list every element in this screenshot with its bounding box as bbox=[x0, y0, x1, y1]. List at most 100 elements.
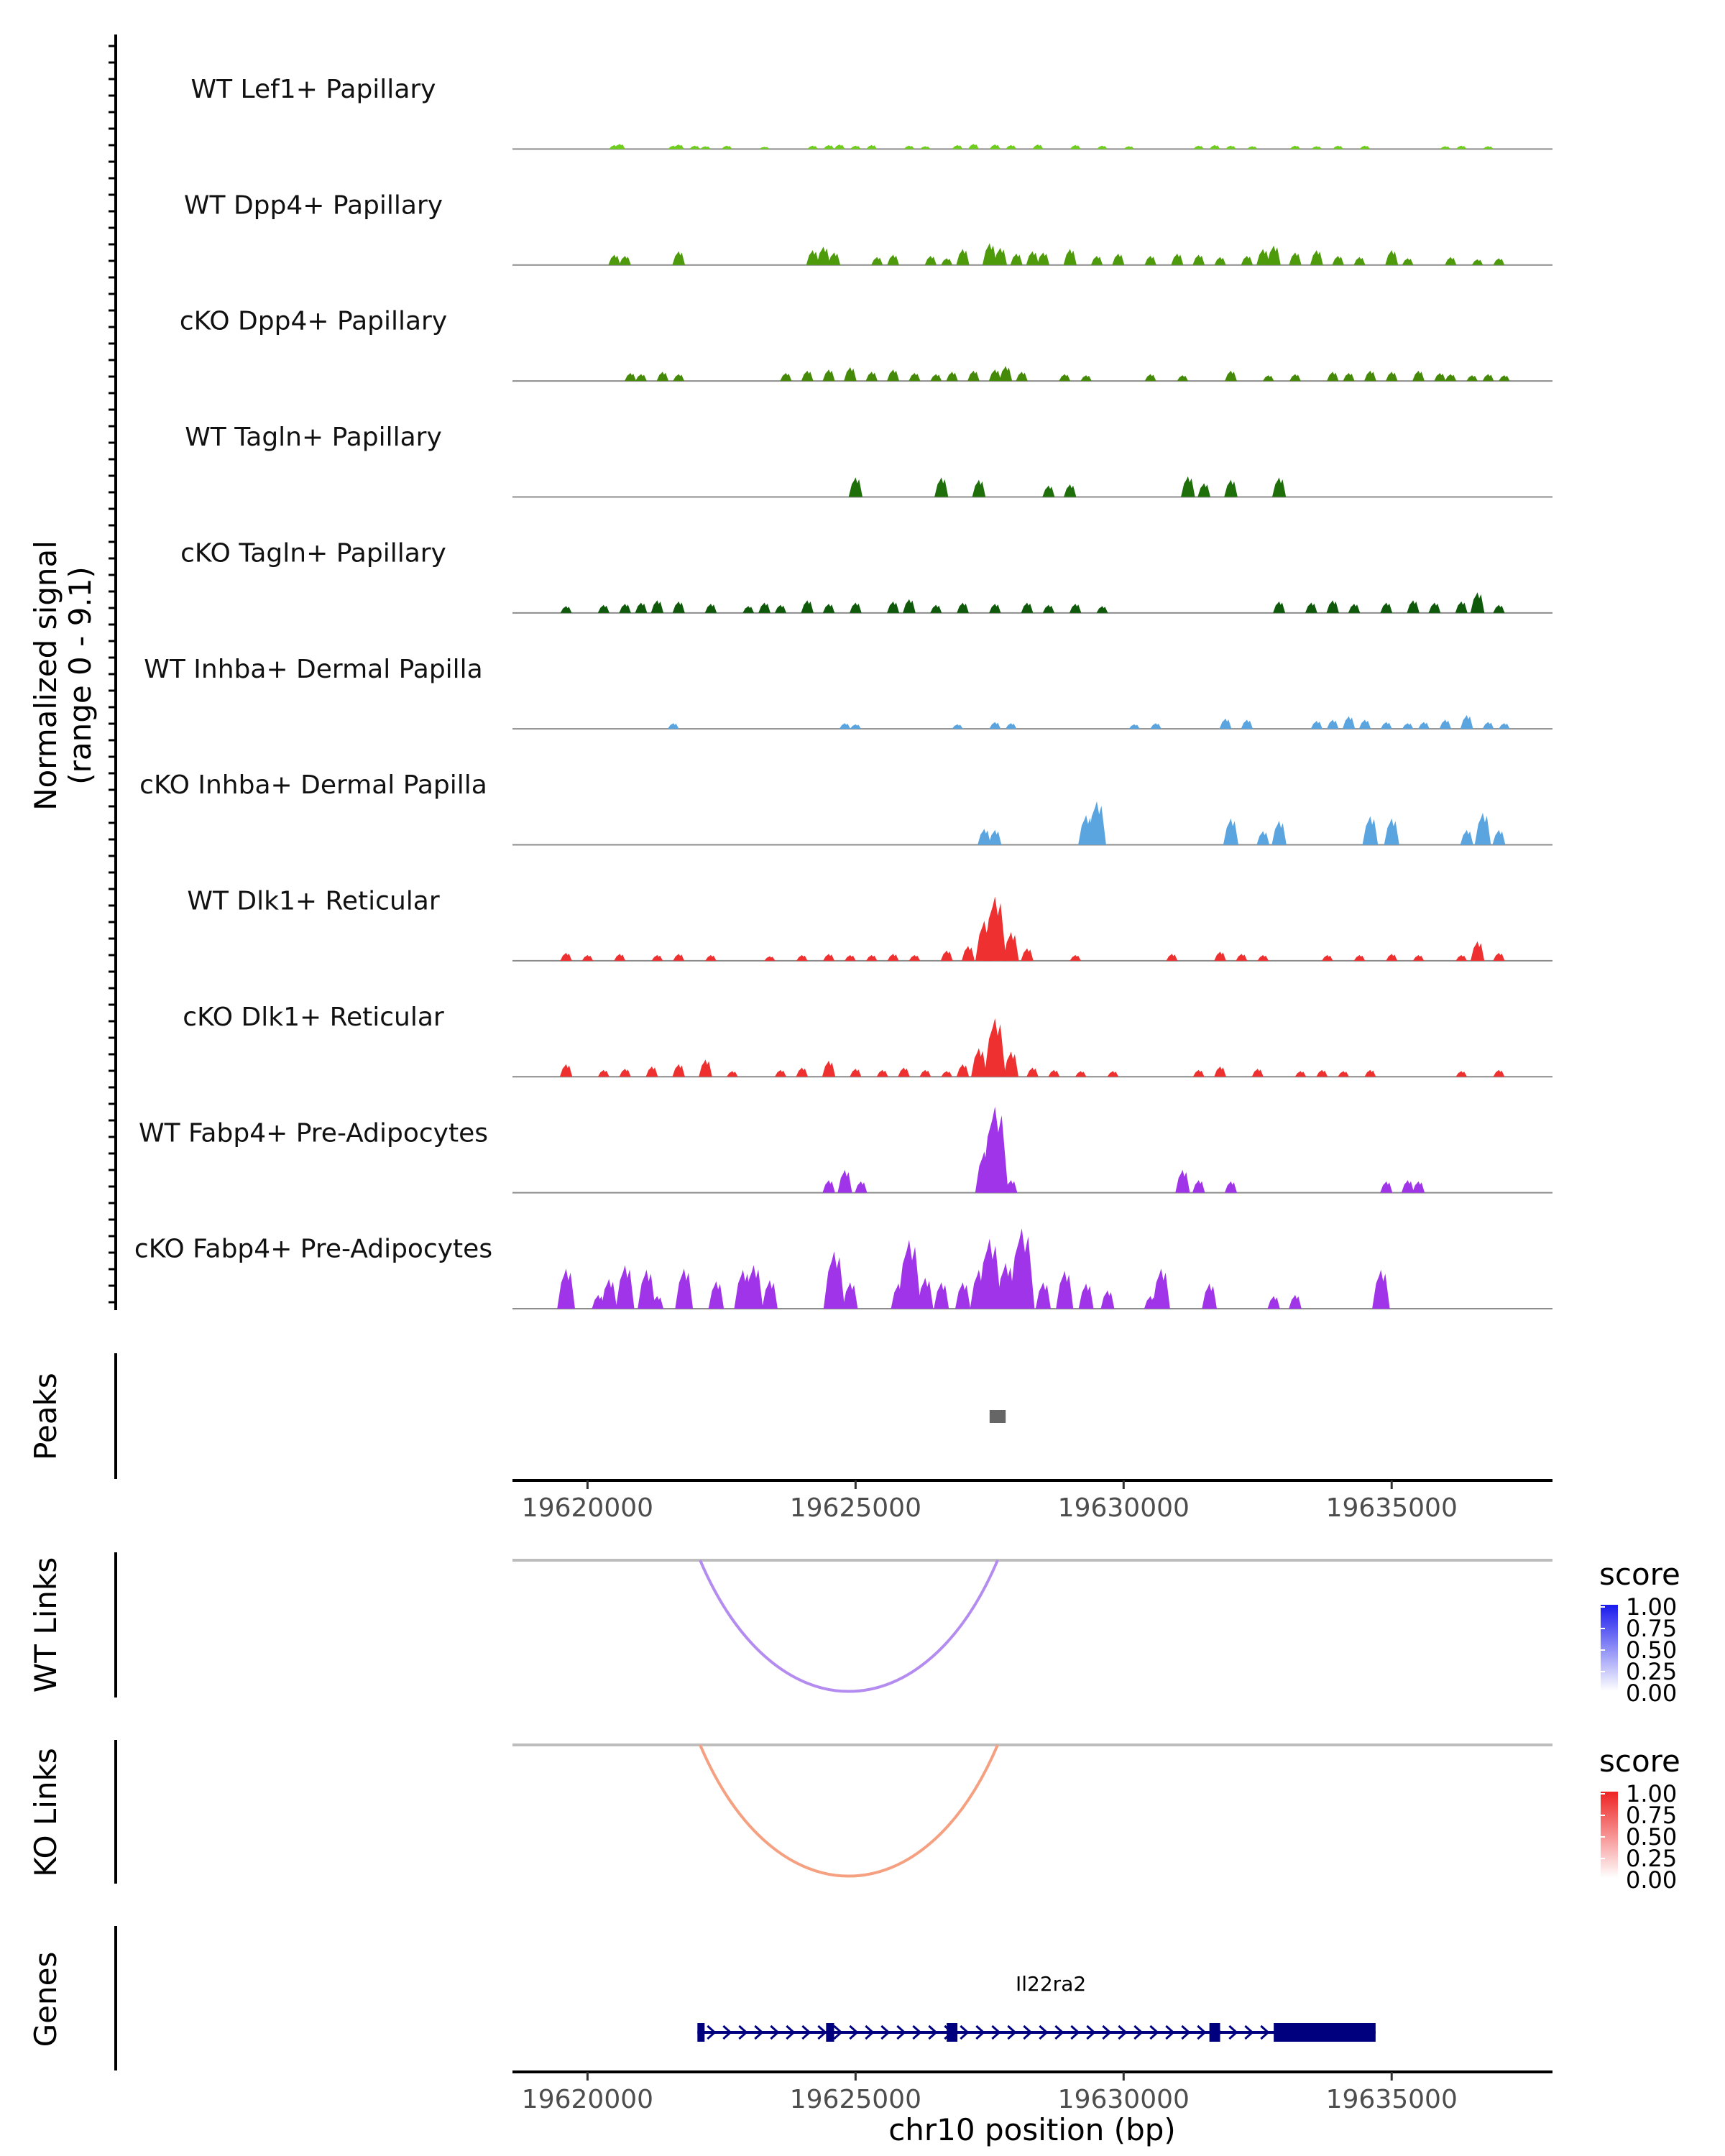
coverage-peak bbox=[1224, 1181, 1237, 1193]
genes-track-label: Genes bbox=[28, 1952, 63, 2047]
x-ticks-top: 19620000 19625000 19630000 19635000 bbox=[522, 1480, 1458, 1523]
coverage-peak bbox=[1236, 954, 1248, 961]
strand-chevron bbox=[1023, 2024, 1033, 2040]
coverage-peak bbox=[796, 1067, 808, 1077]
coverage-peak bbox=[1412, 954, 1425, 961]
coverage-peak bbox=[1256, 249, 1270, 265]
coverage-peak bbox=[1499, 723, 1510, 729]
coverage-peak bbox=[1224, 479, 1238, 497]
coverage-peak bbox=[1003, 1051, 1018, 1077]
coverage-peak bbox=[1402, 258, 1414, 265]
coverage-peak bbox=[1455, 954, 1467, 961]
coverage-peak bbox=[1499, 375, 1510, 382]
legend-tick-label: 0.25 bbox=[1626, 1658, 1677, 1685]
gene-exon bbox=[1209, 2023, 1220, 2042]
coverage-peak bbox=[1380, 722, 1392, 729]
coverage-peak bbox=[1316, 1069, 1328, 1077]
coverage-peak bbox=[721, 145, 732, 149]
coverage-peak bbox=[775, 1069, 786, 1077]
coverage-peak bbox=[946, 372, 958, 382]
coverage-peak bbox=[1326, 600, 1339, 613]
coverage-peak bbox=[673, 954, 685, 961]
coverage-peak bbox=[592, 1294, 605, 1309]
x-tick-label: 19620000 bbox=[522, 2085, 653, 2114]
coverage-y-ticks bbox=[109, 45, 116, 1304]
coverage-peak bbox=[1294, 1071, 1307, 1077]
coverage-peak bbox=[635, 374, 647, 382]
coverage-peak bbox=[727, 1071, 738, 1077]
coverage-peak bbox=[1042, 604, 1054, 613]
strand-chevron bbox=[865, 2024, 875, 2040]
coverage-peak bbox=[919, 1069, 932, 1077]
coverage-peak bbox=[672, 1064, 685, 1077]
wt-links-colorbar bbox=[1601, 1605, 1618, 1691]
strand-chevron bbox=[1007, 2024, 1017, 2040]
coverage-peak bbox=[887, 254, 899, 265]
coverage-peak bbox=[801, 600, 814, 613]
coverage-peak bbox=[672, 251, 686, 265]
legend-tick-label: 0.75 bbox=[1626, 1615, 1677, 1642]
coverage-peak bbox=[638, 1269, 656, 1309]
coverage-peak bbox=[957, 602, 969, 613]
coverage-peak bbox=[1470, 592, 1485, 613]
x-axis-title: chr10 position (bp) bbox=[888, 2112, 1176, 2147]
coverage-track-label: WT Lef1+ Papillary bbox=[191, 75, 436, 104]
coverage-peak bbox=[1439, 719, 1452, 729]
coverage-peak bbox=[850, 1069, 862, 1077]
coverage-peak bbox=[1107, 1071, 1119, 1077]
coverage-peak bbox=[1008, 1228, 1035, 1309]
coverage-track: cKO Fabp4+ Pre-Adipocytes bbox=[134, 1228, 1552, 1309]
coverage-peak bbox=[1440, 146, 1451, 149]
coverage-peak bbox=[1332, 256, 1344, 265]
coverage-peak bbox=[1219, 718, 1232, 729]
coverage-peak bbox=[919, 146, 931, 149]
coverage-peak bbox=[989, 722, 1001, 729]
coverage-peak bbox=[1241, 719, 1254, 729]
coverage-peak bbox=[1338, 1071, 1349, 1077]
strand-chevron bbox=[1102, 2024, 1112, 2040]
coverage-peak bbox=[1016, 372, 1028, 382]
coverage-peak bbox=[1359, 145, 1371, 149]
strand-chevron bbox=[833, 2024, 843, 2040]
coverage-peak bbox=[1289, 252, 1302, 265]
coverage-peak bbox=[1225, 370, 1237, 382]
strand-chevron bbox=[1039, 2024, 1049, 2040]
coverage-peak bbox=[866, 144, 878, 149]
ko-links-label: KO Links bbox=[28, 1748, 63, 1877]
coverage-peak bbox=[1087, 801, 1106, 845]
coverage-peak bbox=[1241, 256, 1254, 265]
coverage-peak bbox=[1493, 952, 1505, 961]
x-tick-label: 19630000 bbox=[1058, 2085, 1190, 2114]
coverage-peak bbox=[887, 954, 899, 961]
coverage-peak bbox=[608, 254, 621, 265]
coverage-peak bbox=[1152, 1268, 1170, 1309]
coverage-ylabel-line1: Normalized signal bbox=[28, 540, 63, 811]
gene-exon bbox=[697, 2023, 705, 2042]
coverage-peak bbox=[758, 602, 770, 613]
coverage-peak bbox=[898, 1067, 910, 1077]
coverage-peak bbox=[822, 604, 835, 613]
strand-chevron bbox=[801, 2024, 811, 2040]
coverage-tracks: WT Lef1+ Papillary WT Dpp4+ Papillary cKO … bbox=[134, 75, 1552, 1309]
wt-links-legend-ticks: 1.000.750.500.250.00 bbox=[1601, 1593, 1677, 1707]
coverage-peak bbox=[908, 954, 921, 961]
coverage-peak bbox=[993, 247, 1008, 265]
coverage-peak bbox=[675, 1268, 694, 1309]
strand-chevron bbox=[817, 2024, 827, 2040]
coverage-peak bbox=[823, 144, 834, 149]
coverage-peak bbox=[1386, 954, 1398, 961]
coverage-track-label: WT Dpp4+ Papillary bbox=[184, 190, 443, 220]
coverage-peak bbox=[1209, 144, 1220, 149]
coverage-peak bbox=[1364, 370, 1376, 382]
coverage-peak bbox=[1289, 374, 1301, 382]
coverage-peak bbox=[635, 602, 648, 613]
coverage-peak bbox=[1428, 602, 1441, 613]
coverage-peak bbox=[865, 372, 878, 382]
x-tick-label: 19635000 bbox=[1326, 1493, 1458, 1523]
coverage-peak bbox=[848, 477, 862, 497]
coverage-peak bbox=[1192, 1180, 1205, 1193]
coverage-track-label: WT Inhba+ Dermal Papilla bbox=[144, 655, 482, 684]
strand-chevron bbox=[1054, 2024, 1064, 2040]
coverage-peak bbox=[1042, 485, 1055, 497]
